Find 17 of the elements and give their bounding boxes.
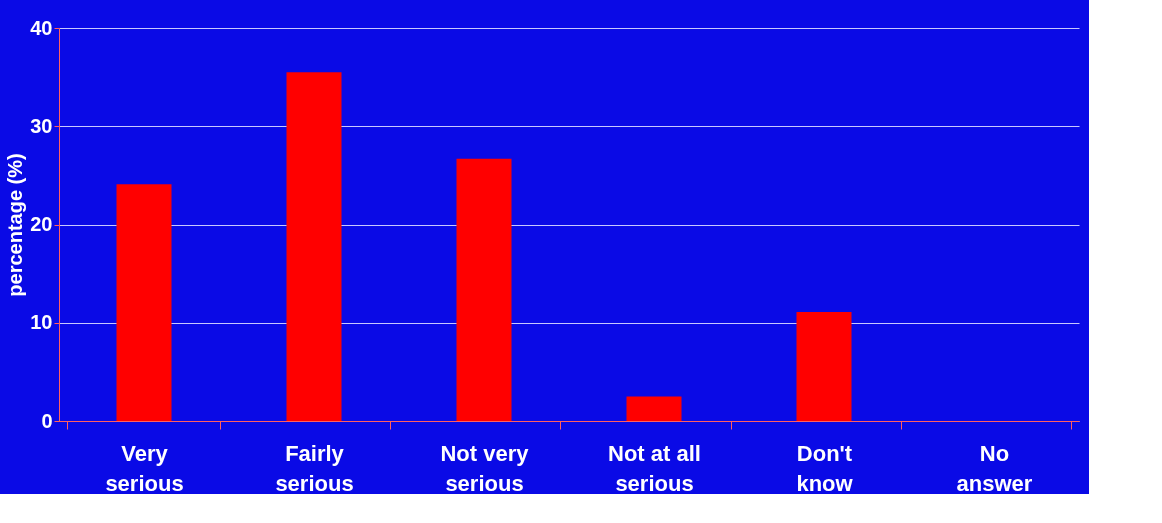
y-tick-label: 40 — [30, 16, 53, 39]
bar — [796, 311, 852, 421]
x-tick-label: Don't know — [796, 440, 854, 496]
bar — [456, 158, 512, 421]
x-tick-label: Very serious — [105, 440, 184, 496]
y-tick-label: 0 — [41, 409, 53, 432]
y-tick-label: 10 — [30, 311, 53, 334]
y-axis-title: percentage (%) — [4, 153, 27, 297]
bar — [286, 72, 342, 421]
x-tick-label: Not at all serious — [608, 440, 701, 496]
y-tick-label: 30 — [30, 114, 53, 137]
x-tick-label: No answer — [956, 440, 1033, 496]
bar — [116, 184, 172, 421]
y-tick-label: 20 — [30, 213, 53, 235]
x-tick-label: Not very serious — [440, 440, 530, 496]
bar — [626, 396, 682, 421]
x-tick-label: Fairly serious — [275, 440, 354, 496]
